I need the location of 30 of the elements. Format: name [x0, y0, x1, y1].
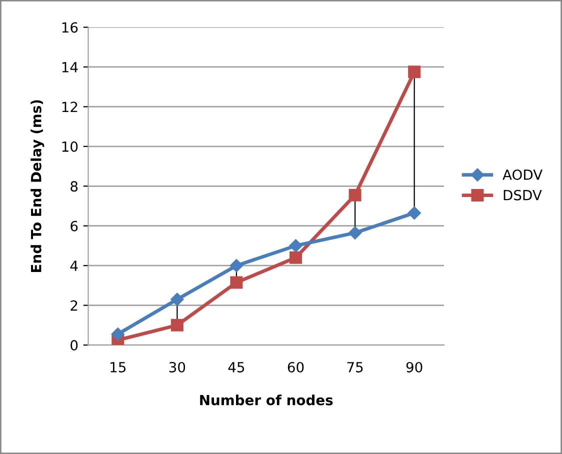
- point: [289, 239, 302, 252]
- y-tick-label: 10: [62, 141, 78, 152]
- x-tick-label: 75: [347, 362, 363, 372]
- x-tick-label: 15: [110, 362, 126, 372]
- point: [170, 318, 184, 332]
- y-tick-label: 14: [62, 62, 78, 72]
- x-tick-label: 45: [228, 362, 244, 372]
- x-tick-label: 60: [288, 362, 304, 372]
- x-tick-label: 30: [169, 362, 186, 372]
- x-axis-title: Number of nodes: [200, 394, 333, 406]
- point: [230, 259, 244, 272]
- y-tick-label: 2: [70, 300, 78, 311]
- y-tick-label: 4: [70, 260, 78, 271]
- point: [408, 66, 421, 78]
- point: [111, 328, 124, 341]
- y-tick-label: 8: [70, 181, 78, 192]
- legend-label: DSDV: [504, 190, 542, 200]
- point: [170, 292, 184, 306]
- point: [408, 206, 421, 220]
- y-tick-label: 16: [62, 22, 78, 33]
- point: [290, 251, 302, 264]
- y-tick-label: 0: [70, 340, 78, 351]
- y-axis-title: End To End Delay (ms): [30, 100, 44, 272]
- y-tick-label: 12: [62, 102, 78, 112]
- x-tick-label: 90: [406, 362, 422, 372]
- legend-label: AODV: [502, 169, 543, 180]
- point: [348, 226, 362, 240]
- point: [230, 276, 243, 289]
- y-tick-label: 6: [70, 220, 78, 232]
- point: [348, 188, 362, 202]
